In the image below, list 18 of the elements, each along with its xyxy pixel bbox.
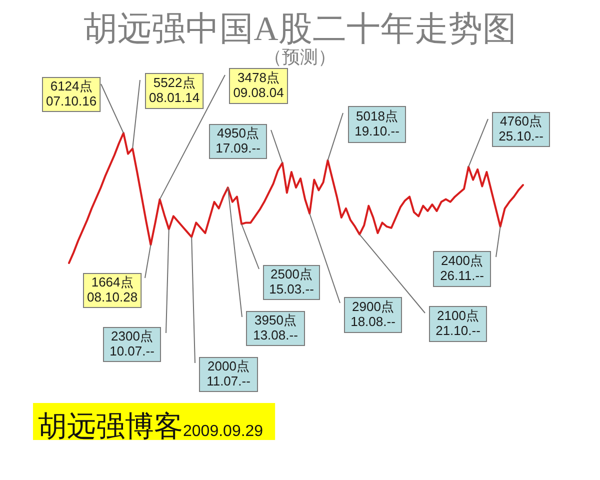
text: 2900点 18.08.--: [350, 299, 396, 330]
annotation: 4760点 25.10.--: [498, 114, 544, 144]
text: 2100点 21.10.--: [436, 308, 480, 338]
text: 2500点 15.03.--: [269, 266, 314, 297]
text: 2300点 10.07.--: [110, 328, 154, 359]
text: 胡远强博客: [38, 411, 183, 443]
chart-subtitle: （预测）: [264, 47, 336, 67]
text: 5522点 08.01.14: [148, 75, 200, 106]
text: 2009.09.29: [183, 423, 264, 440]
annotation: 5018点 19.10.--: [354, 108, 400, 139]
text: 1664点 08.10.28: [86, 274, 138, 305]
annotation: 2400点 26.11.--: [440, 253, 484, 284]
text: 3950点 13.08.--: [253, 312, 298, 343]
text: 6124点 07.10.16: [46, 78, 97, 109]
text: 3478点 09.08.04: [233, 70, 284, 100]
text: 2000点 11.07.--: [206, 358, 250, 389]
annotation: 4950点 17.09.--: [216, 126, 260, 156]
chart-title: 胡远强中国A股二十年走势图: [84, 11, 516, 48]
